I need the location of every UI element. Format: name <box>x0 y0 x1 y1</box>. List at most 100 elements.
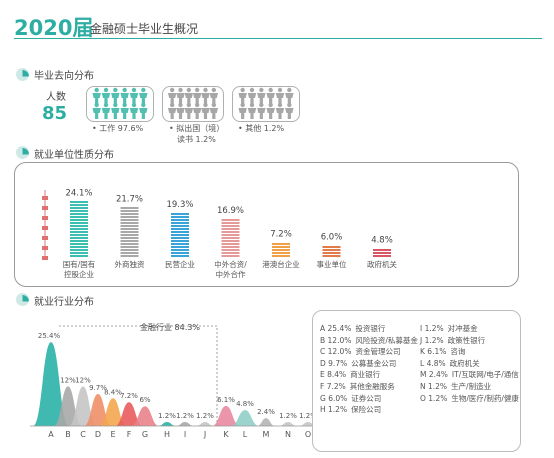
person-icon <box>266 102 275 119</box>
bar <box>272 243 290 257</box>
bar <box>221 219 240 257</box>
industry-peak <box>257 418 275 426</box>
category-label: 中外合作 <box>216 269 246 279</box>
legend-code-pct: B 12.0% <box>320 335 352 345</box>
industry-peak <box>212 405 240 426</box>
industry-code-label: B <box>65 430 71 439</box>
legend-code-pct: L 4.8% <box>420 358 446 368</box>
legend-item: L 4.8% 政府机关 <box>420 358 480 369</box>
person-icon <box>201 102 210 119</box>
category-label: 国有/国有 <box>63 259 96 269</box>
legend-item: E 8.4% 商业银行 <box>320 369 380 380</box>
bar-value-label: 16.9% <box>217 206 244 216</box>
industry-peak <box>99 398 127 426</box>
person-icon <box>101 87 111 104</box>
industry-code-label: I <box>184 430 186 439</box>
peak-value-label: 8.4% <box>104 388 122 396</box>
report-title: 金融硕士毕业生概况 <box>90 22 199 36</box>
legend-industry-name: 风险投资/私募基金 <box>355 335 418 345</box>
legend-code-pct: E 8.4% <box>320 370 347 380</box>
peak-value-label: 2.4% <box>257 408 275 416</box>
person-icon <box>111 102 120 119</box>
industry-code-label: G <box>142 430 148 439</box>
person-icon <box>238 87 247 104</box>
person-icon <box>201 87 210 104</box>
people-icon-group-work <box>92 87 148 119</box>
peak-value-label: 1.2% <box>279 412 297 420</box>
legend-industry-name: 资金管理公司 <box>355 347 401 357</box>
person-icon <box>111 87 120 104</box>
bar <box>322 246 341 257</box>
industry-peak <box>158 422 176 426</box>
industry-code-label: A <box>48 430 54 439</box>
bar-value-label: 21.7% <box>116 194 143 204</box>
peak-value-label: 12% <box>60 376 76 384</box>
legend-industry-name: 咨询 <box>450 347 466 357</box>
legend-industry-name: 生物/医疗/制药/健康 <box>451 393 519 403</box>
people-icon-group-other <box>238 87 294 119</box>
y-axis-tick <box>42 236 48 240</box>
pie-section-icon <box>16 146 29 159</box>
legend-industry-name: 证券公司 <box>351 393 382 403</box>
people-count-value: 85 <box>42 103 68 124</box>
industry-peak <box>33 342 69 426</box>
annotation-bracket <box>59 325 218 426</box>
peak-value-label: 1.2% <box>176 412 194 420</box>
peak-value-label: 12% <box>75 376 91 384</box>
legend-industry-name: 保险公司 <box>351 405 382 415</box>
legend-item: K 6.1% 咨询 <box>420 346 465 357</box>
person-icon <box>120 87 129 104</box>
industry-code-label: N <box>285 430 291 439</box>
industry-legend: A 25.4% 投资银行 B 12.0% 风险投资/私募基金 C 12.0% 资金管理公司… <box>312 310 519 450</box>
category-label: 中外合资/ <box>214 259 247 269</box>
pie-section-icon <box>16 293 29 306</box>
person-icon <box>285 102 294 119</box>
industry-legend-panel <box>312 310 521 452</box>
person-icon <box>275 87 285 104</box>
legend-code-pct: I 1.2% <box>420 324 444 333</box>
person-icon <box>139 87 148 104</box>
legend-code-pct: O 1.2% <box>420 393 448 403</box>
person-icon <box>209 102 219 119</box>
industry-peak <box>131 406 159 426</box>
legend-industry-name: 生产/制造业 <box>451 382 492 391</box>
destination-caption-work: • 工作 97.6% <box>92 124 144 133</box>
legend-item: N 1.2% 生产/制造业 <box>420 381 491 392</box>
legend-code-pct: C 12.0% <box>320 347 352 357</box>
legend-item: I 1.2% 对冲基金 <box>420 323 478 334</box>
title-underline <box>14 38 542 39</box>
peak-value-label: 7.2% <box>120 392 138 400</box>
person-icon <box>247 102 257 119</box>
person-icon <box>176 102 185 119</box>
person-icon <box>257 102 266 119</box>
legend-code-pct: A 25.4% <box>320 324 352 333</box>
y-axis-tick <box>42 246 48 250</box>
industry-code-label: C <box>80 430 86 439</box>
industry-code-label: K <box>223 430 229 439</box>
legend-item: J 1.2% 政策性银行 <box>420 335 485 346</box>
peak-value-label: 25.4% <box>38 332 61 340</box>
legend-item: F 7.2% 其他金融服务 <box>320 381 395 392</box>
person-icon <box>257 87 266 104</box>
bar <box>373 249 391 257</box>
bar-value-label: 7.2% <box>270 230 292 240</box>
person-icon <box>209 87 219 104</box>
industry-code-label: H <box>164 430 170 439</box>
destination-group-other <box>232 86 300 122</box>
pie-section-icon <box>16 68 29 81</box>
legend-code-pct: G 6.0% <box>320 393 348 403</box>
person-icon <box>192 102 202 119</box>
category-label: 民营企业 <box>165 259 195 269</box>
person-icon <box>247 87 257 104</box>
person-icon <box>285 87 294 104</box>
industry-peak <box>231 410 259 426</box>
bar <box>70 201 88 257</box>
destination-group-work <box>86 86 154 122</box>
category-label: 港澳台企业 <box>262 259 300 269</box>
person-icon <box>167 102 177 119</box>
industry-code-label: L <box>243 430 248 439</box>
person-icon <box>275 102 285 119</box>
legend-industry-name: IT/互联网/电子/通信 <box>451 370 519 380</box>
legend-industry-name: 其他金融服务 <box>349 382 395 391</box>
